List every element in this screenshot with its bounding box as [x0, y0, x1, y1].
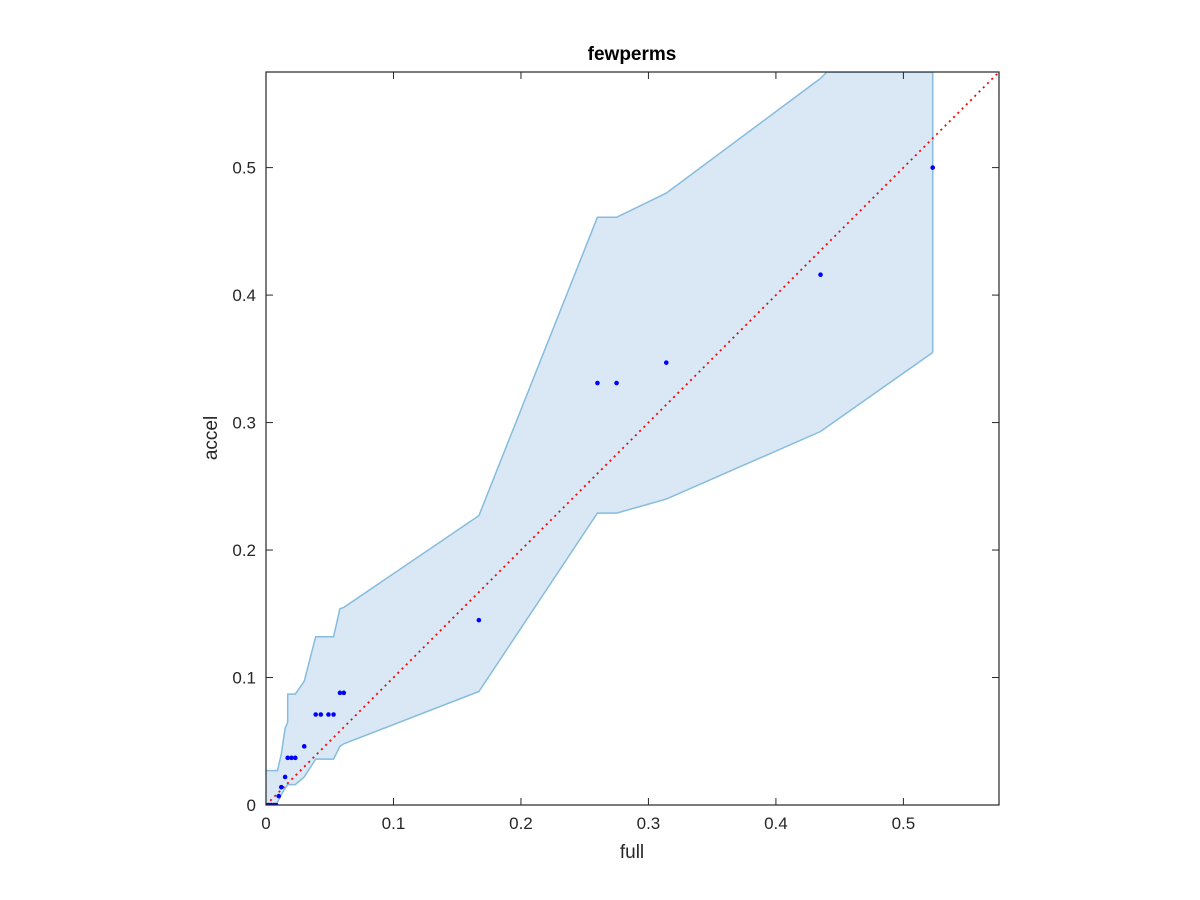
y-tick-label: 0.5 — [232, 159, 256, 178]
data-point — [313, 712, 319, 717]
data-point — [282, 774, 288, 780]
x-tick-label: 0.2 — [509, 814, 533, 833]
data-point — [293, 755, 298, 761]
data-point — [289, 755, 294, 761]
data-point — [326, 712, 331, 717]
data-point — [278, 784, 284, 790]
y-axis-label: accel — [201, 416, 222, 460]
data-point — [930, 165, 936, 170]
x-tick-label: 0.1 — [382, 814, 406, 833]
y-tick-label: 0.4 — [232, 286, 256, 305]
y-tick-label: 0 — [247, 796, 256, 815]
chart-title: fewperms — [588, 44, 677, 65]
x-tick-label: 0.5 — [892, 814, 916, 833]
data-point — [614, 380, 619, 386]
data-point — [337, 690, 343, 696]
data-point — [276, 793, 282, 799]
y-tick-label: 0.2 — [232, 541, 256, 560]
x-axis-label: full — [620, 842, 644, 863]
y-tick-label: 0.1 — [232, 669, 256, 688]
data-point — [285, 755, 290, 761]
confidence-band-upper — [266, 72, 933, 772]
confidence-band-lower — [266, 351, 934, 805]
y-tick-label: 0.3 — [232, 414, 256, 433]
data-point — [818, 272, 823, 277]
data-point — [301, 744, 307, 749]
data-point — [595, 380, 600, 386]
x-tick-label: 0 — [261, 814, 270, 833]
data-point — [341, 690, 347, 696]
data-point — [318, 712, 324, 717]
data-point — [476, 617, 482, 623]
data-point — [663, 360, 669, 365]
confidence-band-fill — [266, 72, 933, 805]
data-point — [331, 712, 336, 717]
axes-box — [265, 71, 1000, 806]
x-tick-label: 0.4 — [764, 814, 788, 833]
x-tick-label: 0.3 — [637, 814, 661, 833]
